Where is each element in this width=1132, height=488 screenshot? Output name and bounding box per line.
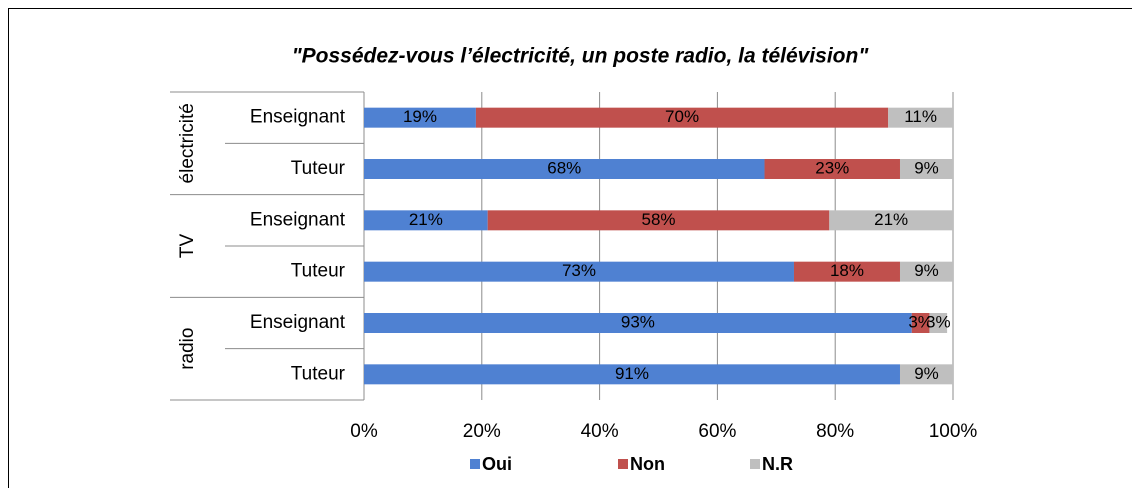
bar-segment bbox=[899, 159, 953, 179]
y-tick-label: Enseignant bbox=[250, 107, 346, 128]
data-label: 3% bbox=[908, 312, 933, 331]
bar-segment bbox=[364, 261, 794, 282]
bar-segment bbox=[899, 261, 953, 282]
data-label: 21% bbox=[874, 210, 908, 229]
data-label: 18% bbox=[830, 261, 864, 280]
x-tick-label: 20% bbox=[463, 421, 501, 442]
x-tick-label: 40% bbox=[581, 421, 619, 442]
bar-segment bbox=[487, 210, 830, 231]
bar-segment bbox=[364, 313, 912, 333]
data-label: 11% bbox=[904, 107, 937, 126]
group-label: électricité bbox=[177, 103, 198, 183]
data-label: 70% bbox=[665, 107, 699, 126]
bar-segment bbox=[911, 313, 930, 333]
data-label: 3% bbox=[926, 312, 951, 331]
data-label: 73% bbox=[562, 261, 596, 280]
bar-segment bbox=[364, 159, 765, 179]
bar-segment bbox=[475, 107, 889, 128]
x-tick-label: 0% bbox=[350, 421, 378, 442]
y-tick-label: Tuteur bbox=[291, 261, 346, 282]
bar-segment bbox=[364, 107, 476, 128]
bar-segment bbox=[829, 210, 953, 231]
legend-swatch bbox=[618, 459, 628, 469]
data-label: 68% bbox=[547, 158, 581, 177]
data-label: 9% bbox=[914, 364, 939, 383]
legend-swatch bbox=[470, 459, 480, 469]
data-label: 21% bbox=[409, 210, 443, 229]
x-tick-label: 100% bbox=[929, 421, 978, 442]
bar-segment bbox=[888, 107, 953, 128]
group-label: radio bbox=[177, 328, 198, 370]
data-label: 19% bbox=[403, 107, 437, 126]
y-tick-label: Tuteur bbox=[291, 158, 346, 179]
y-tick-label: Enseignant bbox=[250, 209, 346, 230]
data-label: 91% bbox=[615, 364, 649, 383]
data-label: 9% bbox=[914, 158, 939, 177]
x-tick-label: 80% bbox=[816, 421, 854, 442]
frame bbox=[8, 8, 1132, 488]
bar-segment bbox=[899, 364, 953, 385]
legend-label: N.R bbox=[762, 454, 793, 474]
data-label: 23% bbox=[815, 158, 849, 177]
y-tick-label: Enseignant bbox=[250, 312, 346, 333]
legend-label: Non bbox=[630, 454, 665, 474]
bar-segment bbox=[793, 261, 900, 282]
legend-label: Oui bbox=[482, 454, 512, 474]
legend-swatch bbox=[750, 459, 760, 469]
group-label: TV bbox=[177, 234, 198, 259]
y-tick-label: Tuteur bbox=[291, 363, 346, 384]
chart-title: "Possédez-vous l’électricité, un poste r… bbox=[292, 45, 870, 68]
data-label: 9% bbox=[914, 261, 939, 280]
data-label: 93% bbox=[621, 312, 655, 331]
bar-segment bbox=[364, 364, 900, 385]
bar-segment bbox=[929, 313, 948, 333]
bar-segment bbox=[364, 210, 488, 231]
data-label: 58% bbox=[641, 210, 675, 229]
bar-segment bbox=[764, 159, 900, 179]
x-tick-label: 60% bbox=[698, 421, 736, 442]
